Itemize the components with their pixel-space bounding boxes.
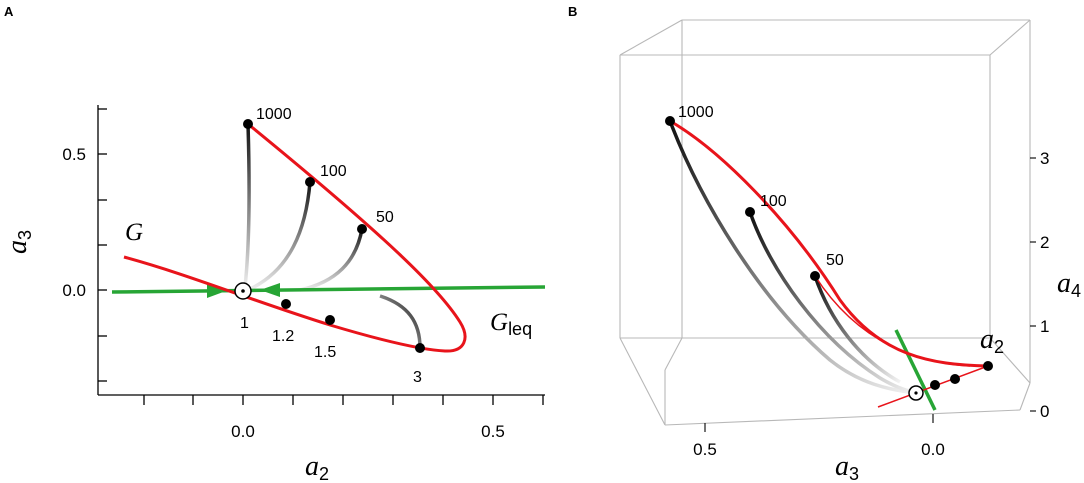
panel-a-point-1.2 <box>281 299 291 309</box>
panel-b-label-100: 100 <box>760 193 787 210</box>
panel-a-label-1000: 1000 <box>256 106 292 123</box>
panel-a-y-ticks <box>98 108 107 382</box>
panel-b-ylabel: a4 <box>1057 268 1081 301</box>
panel-b-plot: 0 1 2 3 0.5 0.0 a3 a4 a2 1000 100 <box>619 19 1081 483</box>
panel-a-trajectory-3 <box>379 294 422 349</box>
panel-b-g-curve-thin <box>814 275 971 367</box>
panel-b-a4-tick-2: 2 <box>1040 233 1049 252</box>
panel-a-xtick-1: 0.5 <box>481 422 505 441</box>
panel-b-point-low-2 <box>950 374 960 384</box>
panel-a-x-ticks <box>143 395 544 405</box>
panel-a-trajectory-50 <box>299 228 364 292</box>
panel-a-ytick-1: 0.5 <box>62 145 86 164</box>
panel-a-label-1.2: 1.2 <box>272 328 294 345</box>
panel-b-a3-tick-1: 0.0 <box>921 440 945 459</box>
panel-b-trajectory-100 <box>748 211 917 395</box>
panel-a-gleq-label: Gleq <box>490 309 532 339</box>
panel-a-ytick-0: 0.0 <box>62 281 86 300</box>
panel-a-xlabel: a2 <box>305 451 329 483</box>
panel-b-label-1000: 1000 <box>678 104 714 121</box>
panel-a-plot: 0.0 0.5 0.0 0.5 a2 a3 1000 100 50 1 1.2 <box>2 105 546 483</box>
panel-a-fixed-point-center <box>241 289 245 293</box>
panel-b-point-low-3 <box>983 361 993 371</box>
panel-b-a3-tick-0: 0.5 <box>693 440 717 459</box>
panel-b-a4-tick-0: 0 <box>1040 402 1049 421</box>
panel-b-a4-tick-3: 3 <box>1040 149 1049 168</box>
panel-b-xlabel: a3 <box>835 451 859 483</box>
panel-b-gleq-line <box>894 329 937 411</box>
panel-b-fixed-point-center <box>914 391 918 395</box>
panel-a-label-100: 100 <box>320 163 347 180</box>
panel-a-trajectory-100 <box>249 181 312 291</box>
panel-a-g-label: G <box>125 219 143 246</box>
panel-b-g-curve-upper <box>669 119 989 368</box>
panel-a-label-1.5: 1.5 <box>314 344 336 361</box>
panel-a-trajectory-1000 <box>243 123 251 288</box>
panel-a-point-1000 <box>243 119 253 129</box>
panel-a-label-50: 50 <box>376 209 394 226</box>
panel-a-point-3 <box>415 343 425 353</box>
panel-a-label-1: 1 <box>240 315 249 332</box>
panel-a-point-50 <box>357 224 367 234</box>
panel-b-a4-tick-1: 1 <box>1040 317 1049 336</box>
panel-a-point-100 <box>305 177 315 187</box>
panel-b-point-1000 <box>665 116 675 126</box>
panel-a-ylabel: a3 <box>2 230 35 254</box>
panel-b-zlabel: a2 <box>980 324 1004 357</box>
panel-b-a4-ticks <box>1030 157 1036 412</box>
panel-a-label: A <box>4 4 14 19</box>
panel-b-trajectory-50 <box>813 275 901 384</box>
panel-b-label: B <box>568 4 577 19</box>
panel-a-arrow-left <box>207 284 226 298</box>
panel-b-point-50 <box>810 271 820 281</box>
panel-a-point-1.5 <box>325 315 335 325</box>
panel-a-arrow-right <box>260 283 280 297</box>
panel-a-gleq-line <box>111 285 546 294</box>
panel-b-point-100 <box>745 207 755 217</box>
panel-b-point-low-1 <box>930 380 940 390</box>
panel-a-g-curve <box>123 122 467 353</box>
panel-a-xtick-0: 0.0 <box>231 422 255 441</box>
panel-b-label-50: 50 <box>826 252 844 269</box>
panel-a-label-3: 3 <box>413 369 422 386</box>
panel-b-trajectory-1000 <box>668 120 917 395</box>
